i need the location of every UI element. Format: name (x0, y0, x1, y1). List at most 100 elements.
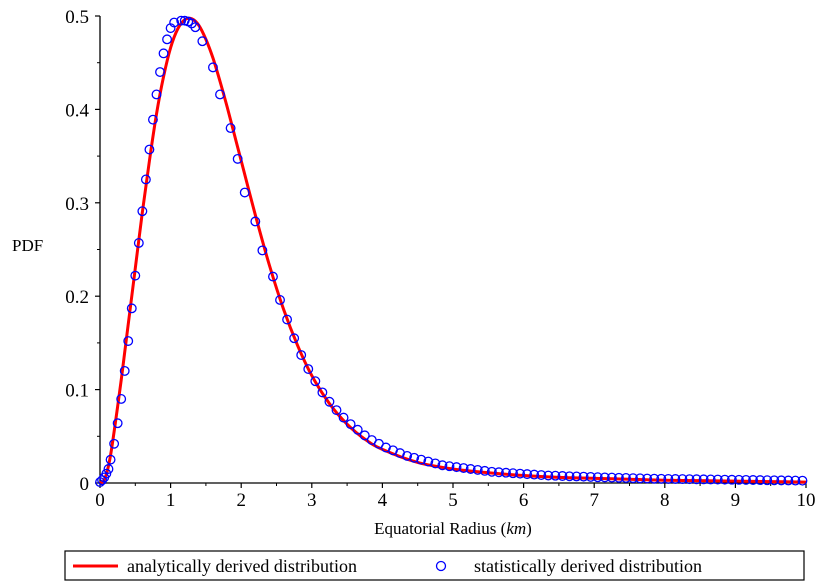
stat-marker (670, 474, 681, 484)
stat-marker (663, 473, 674, 484)
analytic-line (99, 16, 807, 485)
stat-marker (748, 475, 759, 485)
x-tick-label: 1 (166, 490, 176, 511)
stat-marker (656, 473, 667, 484)
stat-marker (712, 474, 723, 485)
stat-marker (352, 424, 363, 435)
stat-marker (691, 474, 702, 485)
y-tick-label: 0.2 (65, 287, 89, 308)
stat-marker (465, 464, 476, 474)
stat-marker (628, 473, 638, 484)
stat-marker (613, 472, 624, 483)
stat-marker (303, 364, 314, 375)
stat-marker (324, 396, 335, 407)
stat-marker (169, 17, 180, 28)
stat-marker (416, 454, 427, 465)
stat-marker (423, 456, 434, 467)
stat-marker (137, 206, 148, 217)
stat-marker (338, 412, 349, 423)
stat-marker (458, 463, 469, 474)
stat-marker (239, 187, 250, 198)
legend-marker-swatch (435, 560, 447, 572)
stat-marker (741, 474, 751, 485)
stat-marker (225, 123, 236, 134)
stat-marker (158, 48, 169, 59)
stat-marker (649, 473, 660, 484)
stat-marker (310, 376, 321, 387)
stat-marker (232, 153, 243, 164)
stat-marker (733, 474, 744, 485)
stat-marker (215, 89, 225, 100)
x-axis-label: Equatorial Radius (km) (374, 519, 532, 538)
stat-marker (479, 465, 490, 476)
legend-label-analytic: analytically derived distribution (127, 556, 357, 576)
stat-marker (493, 467, 504, 478)
stat-marker (147, 114, 158, 125)
stat-marker (472, 464, 483, 475)
x-tick-label: 6 (519, 490, 529, 511)
x-tick-labels: 0 1 2 3 4 5 6 7 8 9 10 (95, 490, 815, 511)
axes (95, 15, 807, 488)
stat-marker (578, 471, 589, 482)
stat-marker (550, 470, 561, 481)
y-tick-label: 0.5 (65, 7, 89, 28)
stat-marker (112, 418, 123, 429)
stat-marker (451, 462, 462, 473)
stat-marker (762, 475, 773, 486)
stat-marker (402, 450, 413, 461)
analytic-series (99, 16, 807, 485)
stat-marker (250, 216, 261, 227)
x-tick-label: 8 (660, 490, 670, 511)
stat-marker (317, 387, 328, 398)
stat-marker (282, 314, 293, 325)
stat-marker (543, 470, 554, 481)
stat-marker (430, 458, 441, 469)
stat-marker (296, 350, 307, 360)
y-tick-label: 0.3 (65, 194, 89, 215)
stat-marker (409, 452, 420, 463)
stat-marker (144, 144, 155, 155)
stat-marker (105, 454, 116, 465)
x-tick-label: 5 (448, 490, 458, 511)
stat-marker (642, 473, 653, 484)
stat-marker (776, 475, 787, 486)
stat-marker (635, 473, 646, 484)
x-tick-label: 0 (95, 490, 105, 511)
stat-marker (599, 472, 610, 483)
stat-marker (592, 472, 603, 483)
x-axis-unit: km (506, 519, 526, 538)
stat-marker (130, 270, 141, 281)
stat-marker (123, 336, 134, 346)
x-tick-label: 3 (307, 490, 317, 511)
stat-marker (345, 419, 356, 430)
y-tick-labels: 0 0.1 0.2 0.3 0.4 0.5 (65, 7, 89, 495)
stat-marker (162, 34, 173, 45)
stat-marker (726, 474, 737, 485)
stat-marker (151, 89, 162, 100)
stat-marker (705, 474, 716, 485)
stat-marker (119, 365, 130, 376)
y-tick-label: 0.1 (65, 381, 89, 402)
stat-marker (437, 460, 448, 471)
legend-label-statistic: statistically derived distribution (474, 556, 702, 576)
stat-marker (515, 468, 526, 479)
stat-marker (536, 470, 547, 481)
x-tick-label: 2 (236, 490, 246, 511)
stat-marker (719, 474, 730, 485)
stat-marker (783, 475, 794, 486)
statistical-markers (95, 15, 808, 488)
stat-marker (677, 474, 688, 485)
y-tick-label: 0.4 (65, 100, 89, 121)
stat-marker (698, 474, 709, 485)
stat-marker (606, 472, 617, 483)
stat-marker (522, 469, 533, 480)
stat-marker (331, 405, 342, 416)
stat-marker (557, 471, 568, 481)
x-tick-label: 7 (589, 490, 599, 511)
stat-marker (444, 461, 455, 472)
legend: analytically derived distribution statis… (64, 550, 805, 581)
stat-marker (621, 473, 631, 483)
stat-marker (140, 174, 151, 185)
stat-marker (571, 471, 582, 482)
